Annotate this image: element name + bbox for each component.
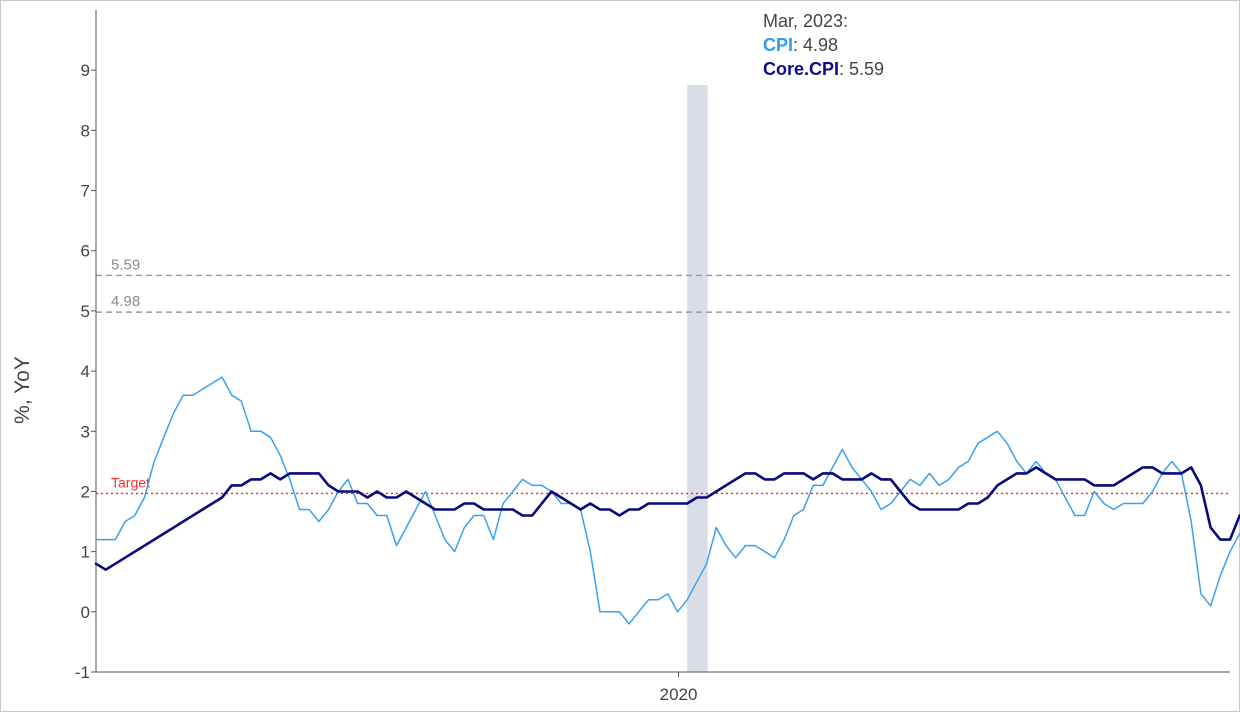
x-tick-label: 2020 — [660, 685, 698, 704]
cpi-series-line — [95, 376, 1240, 625]
y-tick-label: 0 — [81, 603, 90, 622]
y-tick-label: 5 — [81, 302, 90, 321]
y-tick-label: 9 — [81, 61, 90, 80]
y-tick-label: 8 — [81, 121, 90, 140]
y-tick-label: -1 — [75, 663, 90, 682]
y-tick-label: 6 — [81, 242, 90, 261]
y-axis-title: %, YoY — [11, 356, 34, 424]
tooltip-cpi-value: : 4.98 — [793, 35, 839, 55]
tooltip-core-row: Core.CPI: 5.59 — [763, 57, 884, 81]
tooltip-date: Mar, 2023: — [763, 11, 849, 31]
recession-band — [687, 85, 708, 672]
tooltip-cpi-name: CPI — [763, 35, 794, 55]
y-tick-label: 4 — [81, 362, 90, 381]
hover-tooltip: Mar, 2023: CPI: 4.98 Core.CPI: 5.59 — [763, 9, 884, 81]
y-tick-label: 3 — [81, 422, 90, 441]
tooltip-core-name: Core.CPI — [763, 59, 840, 79]
reference-line-label: 4.98 — [111, 293, 140, 310]
tooltip-cpi-row: CPI: 4.98 — [763, 33, 884, 57]
tooltip-core-value: : 5.59 — [839, 59, 885, 79]
core-cpi-series-line — [94, 466, 1240, 571]
y-tick-label: 2 — [81, 482, 90, 501]
reference-line-label: 5.59 — [111, 256, 140, 273]
y-tick-label: 1 — [81, 543, 90, 562]
target-label: Target — [111, 474, 150, 490]
y-tick-label: 7 — [81, 182, 90, 201]
